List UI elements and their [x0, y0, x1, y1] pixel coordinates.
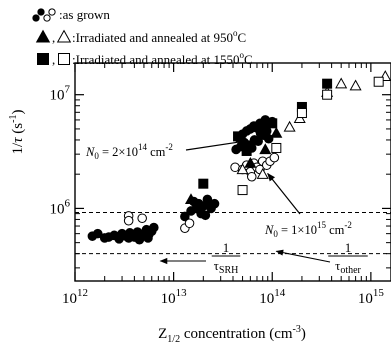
legend-marker-filled-square [37, 53, 49, 65]
x-tick-label: 1015 [358, 287, 385, 307]
fraction-numerator: 1 [345, 240, 352, 255]
data-point-open-circle [184, 218, 195, 229]
data-point-filled-triangle [244, 156, 257, 168]
data-point-filled-square [241, 145, 252, 156]
data-point-open-circle [123, 215, 134, 226]
data-point-open-square [322, 89, 333, 100]
data-point-open-triangle [256, 167, 269, 179]
annotation-arrow [275, 249, 331, 263]
x-tick-label: 1013 [161, 287, 188, 307]
data-point-filled-circle [261, 126, 272, 136]
data-point-open-triangle [349, 79, 362, 91]
annotations: N0 = 2×1014 cm-2N0 = 1×1015 cm-21τSRH1τo… [85, 138, 368, 276]
legend-marker-filled-triangle [35, 29, 51, 43]
data-point-filled-square [322, 78, 333, 89]
data-point-filled-circle [231, 144, 241, 155]
legend-marker-open-circle [43, 14, 51, 22]
data-point-filled-circle [200, 210, 211, 221]
data-point-open-triangle [283, 120, 296, 132]
fraction-numerator: 1 [223, 240, 230, 255]
y-tick-label: 106 [50, 197, 71, 217]
data-point-filled-circle [134, 234, 145, 245]
data-point-open-square [271, 142, 282, 153]
legend: :as grown, :Irradiated and annealed at 95… [32, 7, 253, 67]
legend-entry: :as grown [32, 7, 110, 22]
legend-label: :Irradiated and annealed at 950oC [72, 28, 246, 45]
legend-marker-open-triangle [56, 29, 72, 43]
legend-comma: , [52, 30, 55, 45]
legend-label: :Irradiated and annealed at 1550oC [72, 50, 253, 67]
data-point-open-triangle [236, 163, 249, 175]
annotation-tau-srh: 1 τSRH [211, 240, 241, 276]
x-tick-label: 1014 [259, 287, 286, 307]
fraction-denominator: τother [335, 258, 361, 276]
legend-marker-filled-circle [37, 8, 45, 16]
axis-ticks: 1012 1013 1014 1015 106 107 [50, 63, 391, 307]
data-point-filled-circle [92, 228, 103, 239]
annotation-arrow [185, 138, 248, 151]
annotation-n0-2e14: N0 = 2×1014 cm-2 [85, 142, 173, 161]
annotation-arrow [267, 172, 301, 215]
data-point-filled-square [198, 178, 209, 189]
data-point-filled-triangle [259, 143, 272, 155]
axis-labels: Z1/2 concentration (cm-3) 1/τ (s-1) [8, 110, 306, 343]
data-point-open-circle [137, 213, 147, 223]
fraction-denominator: τSRH [214, 258, 239, 276]
data-point-filled-circle [143, 233, 153, 243]
data-point-filled-circle [180, 211, 190, 222]
plot-frame [74, 62, 391, 282]
data-point-open-triangle [335, 77, 348, 89]
data-point-open-circle [246, 171, 257, 182]
data-point-filled-circle [125, 228, 135, 238]
annotation-n0-1e15: N0 = 1×1015 cm-2 [264, 220, 352, 239]
data-point-open-square [237, 185, 248, 196]
legend-marker-open-circle [48, 8, 56, 16]
data-point-filled-square [233, 131, 244, 142]
plot-area: 1012 1013 1014 1015 106 107 N0 = 2×1014 cm-2 N… [50, 62, 391, 307]
x-tick-label: 1012 [62, 287, 88, 307]
data-point-filled-triangle [201, 195, 214, 207]
data-point-open-circle [269, 152, 280, 163]
legend-marker-open-square [58, 53, 70, 65]
data-point-filled-triangle [184, 193, 198, 205]
x-axis-label: Z1/2 concentration (cm-3) [158, 324, 306, 343]
legend-label: :as grown [59, 7, 110, 22]
data-point-filled-triangle [270, 126, 283, 138]
legend-comma: , [52, 52, 55, 67]
data-point-open-square [373, 76, 384, 87]
y-axis-label: 1/τ (s-1) [8, 110, 26, 155]
data-point-filled-square [267, 118, 278, 129]
data-point-filled-circle [149, 222, 159, 233]
legend-entry: , :Irradiated and annealed at 950oC [35, 28, 246, 45]
annotation-tau-other: 1 τother [328, 240, 368, 276]
data-point-open-square [296, 108, 307, 119]
y-tick-label: 107 [50, 84, 71, 104]
legend-marker-filled-circle [32, 14, 40, 22]
